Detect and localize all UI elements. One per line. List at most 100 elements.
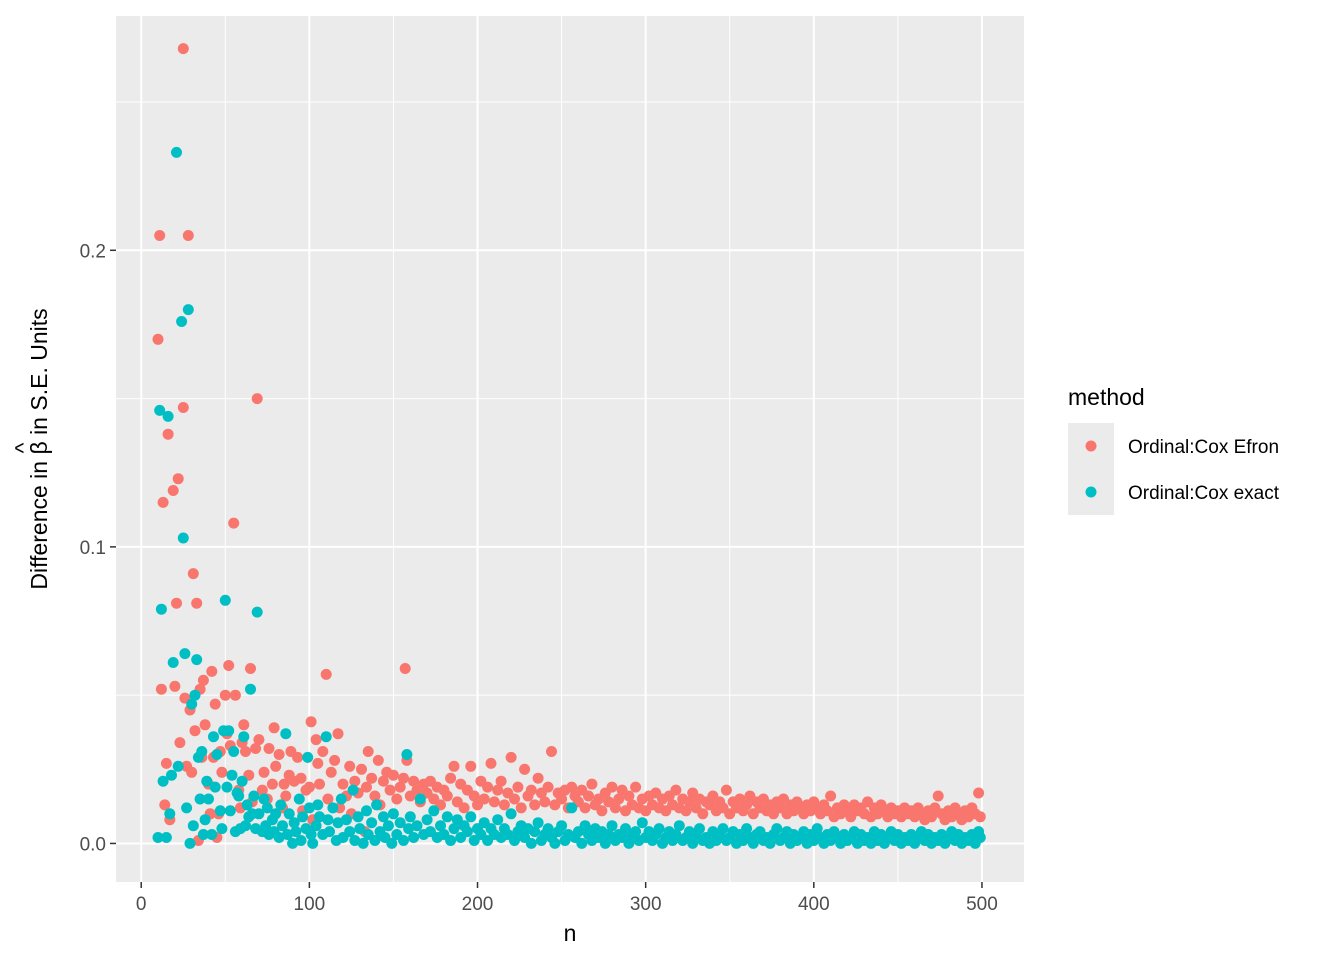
point-exact [251,606,263,618]
point-exact [414,793,426,805]
point-exact [233,790,245,802]
point-exact [290,826,302,838]
point-exact [166,769,177,781]
point-efron [253,734,265,746]
point-exact [305,829,317,840]
point-exact [310,820,322,832]
point-efron [542,781,554,793]
point-exact [354,823,366,835]
point-exact [361,805,372,817]
point-efron [519,763,531,775]
point-exact [717,823,729,835]
point-efron [152,333,164,345]
point-efron [322,793,334,805]
svg-text:Difference in β in S.E. Units: Difference in β in S.E. Units [26,308,52,589]
point-exact [226,769,238,781]
point-exact [811,823,823,835]
point-exact [747,837,759,849]
point-efron [191,597,203,609]
point-exact [335,793,347,805]
point-exact [287,837,299,849]
point-exact [394,817,406,829]
x-tick-label: 400 [798,894,830,915]
x-tick-label: 0 [136,894,147,915]
point-exact [219,594,231,606]
point-efron [197,674,209,686]
point-exact [182,304,194,316]
point-efron [162,428,174,440]
point-efron [278,778,290,790]
point-exact [209,781,221,793]
point-exact [177,532,189,544]
point-exact [282,829,293,840]
point-efron [314,778,325,790]
point-exact [186,698,198,710]
point-exact [369,835,381,846]
point-exact [171,146,182,158]
x-tick-label: 100 [294,894,326,915]
point-efron [329,754,341,766]
legend: method Ordinal:Cox Efron Ordinal:Cox exa… [1068,384,1280,515]
point-efron [209,698,221,710]
point-efron [586,778,598,790]
point-efron [280,790,292,802]
point-exact [357,837,369,849]
point-exact [181,802,193,814]
point-efron [245,663,256,674]
point-exact [214,805,226,817]
point-exact [403,823,415,835]
point-efron [926,811,937,823]
point-exact [280,728,292,740]
point-efron [240,746,251,757]
point-efron [182,230,194,241]
point-exact [303,802,315,814]
point-efron [177,402,189,413]
point-efron [189,725,201,737]
point-efron [525,784,537,796]
point-exact [764,837,776,849]
point-exact [201,775,213,787]
point-efron [509,793,520,805]
point-efron [325,766,337,778]
point-exact [297,811,309,823]
point-efron [332,728,344,740]
point-exact [566,802,578,814]
point-efron [458,802,470,814]
y-axis-title: Difference in β in S.E. Units ^ [10,308,52,589]
point-efron [482,781,494,793]
point-efron [505,751,517,763]
point-exact [162,410,174,422]
point-exact [349,835,361,846]
point-exact [344,826,356,838]
point-efron [974,811,986,823]
point-efron [566,781,578,793]
point-exact [673,820,685,832]
point-exact [398,835,409,846]
point-exact [206,829,218,840]
point-exact [197,829,209,840]
point-exact [199,814,211,826]
point-exact [347,784,359,796]
point-efron [532,772,544,784]
point-efron [825,790,837,802]
point-efron [973,787,985,799]
point-efron [251,393,263,405]
point-exact [401,749,413,760]
point-exact [302,751,314,763]
point-efron [174,737,186,749]
point-exact [636,817,648,829]
point-exact [411,820,423,832]
point-exact [241,799,253,811]
point-efron [177,43,189,55]
point-exact [236,775,248,787]
point-efron [157,496,169,508]
point-exact [160,832,172,843]
point-efron [199,719,211,731]
point-exact [694,823,705,835]
point-efron [155,683,167,695]
point-efron [320,668,332,680]
point-efron [160,757,172,769]
point-efron [263,743,275,754]
point-exact [340,814,352,826]
point-efron [609,802,621,814]
